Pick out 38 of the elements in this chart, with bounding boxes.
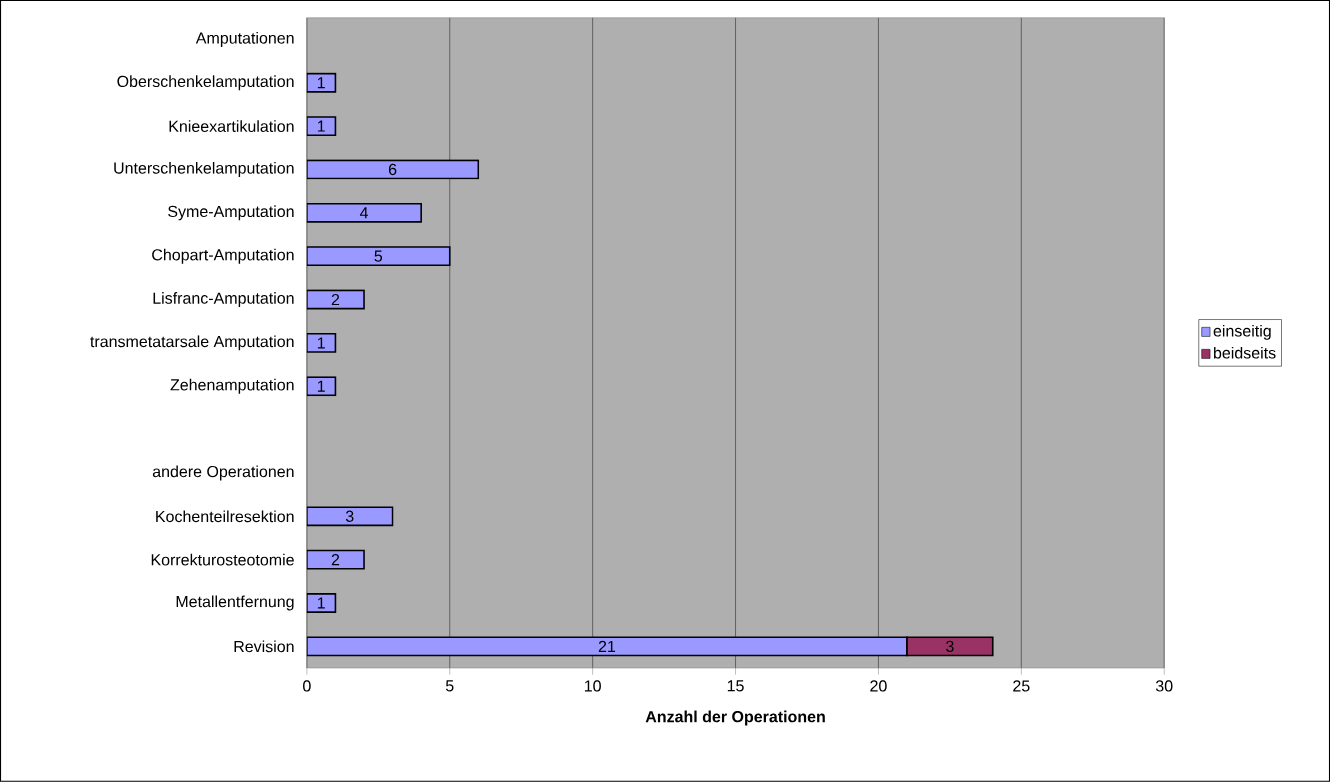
data-label: 1	[317, 337, 325, 349]
data-label: 3	[946, 640, 954, 653]
x-tick-label: 20	[870, 680, 887, 692]
y-tick-label: Oberschenkelamputation	[117, 75, 294, 91]
y-tick-label: Chopart-Amputation	[152, 248, 294, 264]
y-tick-label: Unterschenkelamputation	[114, 162, 294, 178]
x-tick-label: 25	[1013, 680, 1030, 692]
y-tick-label: andere Operationen	[152, 465, 294, 481]
legend-label: einseitig	[1213, 324, 1271, 340]
legend-label: beidseits	[1214, 346, 1276, 359]
y-tick-label: Korrekturosteotomie	[151, 553, 294, 566]
y-tick-label: Knieexartikulation	[169, 120, 294, 133]
y-tick-label: Syme-Amputation	[168, 205, 294, 221]
y-tick-label: Metallentfernung	[176, 595, 294, 611]
y-tick-label: Revision	[234, 640, 294, 653]
data-label: 21	[598, 640, 616, 653]
y-tick-label: transmetatarsale Amputation	[90, 335, 294, 351]
bar	[306, 159, 480, 180]
data-label: 2	[331, 554, 340, 566]
x-tick-label: 0	[303, 680, 311, 692]
x-tick-label: 30	[1155, 680, 1173, 692]
data-label: 6	[388, 163, 397, 176]
data-label: 1	[317, 77, 325, 89]
x-tick-label: 5	[445, 680, 454, 692]
data-label: 1	[317, 120, 325, 132]
data-label: 1	[317, 380, 325, 392]
x-axis-title: Anzahl der Operationen	[645, 710, 825, 726]
data-label: 1	[317, 597, 325, 609]
data-label: 2	[331, 294, 340, 306]
y-tick-label: Zehenamputation	[170, 378, 294, 394]
data-label: 5	[374, 250, 383, 262]
y-tick-label: Amputationen	[195, 32, 294, 47]
x-tick-label: 15	[727, 680, 744, 692]
data-label: 4	[359, 207, 368, 219]
y-tick-label: Lisfranc-Amputation	[153, 292, 294, 308]
x-tick-label: 10	[584, 680, 601, 692]
data-label: 3	[345, 510, 354, 523]
y-tick-label: Kochenteilresektion	[156, 510, 294, 523]
